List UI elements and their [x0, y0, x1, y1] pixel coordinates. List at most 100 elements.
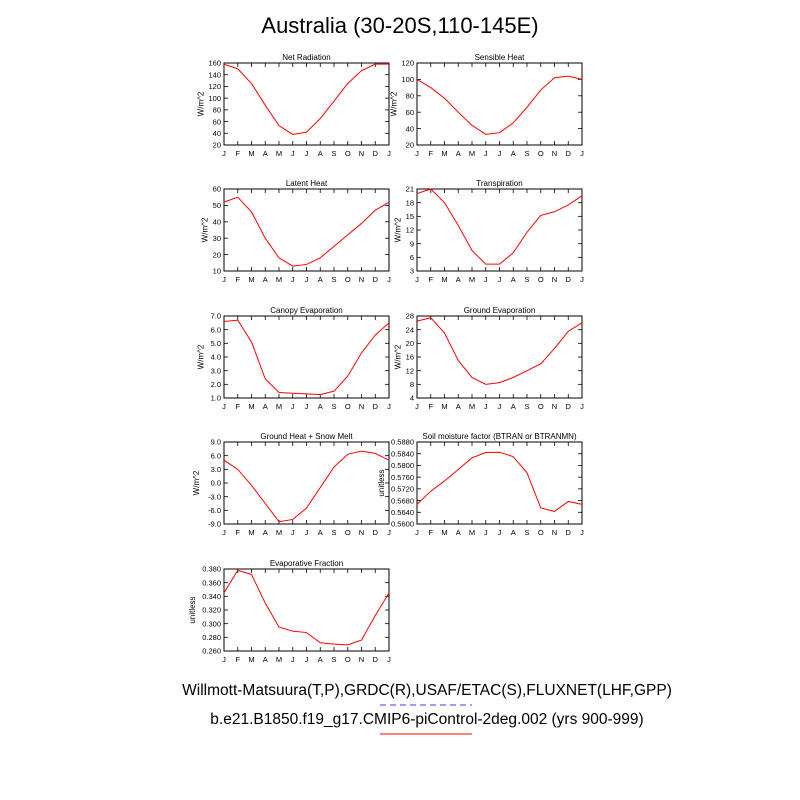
x-tick-label: M [248, 275, 254, 284]
y-axis-label: W/m^2 [196, 344, 205, 369]
series-line [223, 569, 390, 646]
x-tick-label: A [456, 275, 461, 284]
y-tick-label: 60 [406, 108, 414, 117]
y-tick-label: 8 [410, 380, 414, 389]
x-tick-label: J [580, 275, 584, 284]
y-tick-label: 16 [406, 353, 414, 362]
y-tick-label: 40 [406, 124, 414, 133]
panel-title: Net Radiation [282, 53, 330, 62]
y-tick-label: 0.380 [202, 565, 221, 574]
plot-frame [223, 441, 390, 525]
panel-title: Sensible Heat [475, 53, 526, 62]
y-tick-label: -3.0 [208, 492, 221, 501]
x-tick-label: O [538, 149, 544, 158]
y-tick-label: 100 [401, 75, 414, 84]
panel-title: Soil moisture factor (BTRAN or BTRANMN) [422, 432, 577, 441]
x-tick-label: A [263, 149, 268, 158]
y-tick-label: -9.0 [208, 520, 221, 529]
y-tick-label: -6.0 [208, 506, 221, 515]
x-tick-label: J [387, 655, 391, 664]
x-tick-label: J [484, 528, 488, 537]
y-tick-label: 0.280 [202, 633, 221, 642]
x-tick-label: M [441, 149, 447, 158]
x-tick-label: M [248, 402, 254, 411]
y-tick-label: 0.320 [202, 606, 221, 615]
x-tick-label: A [456, 149, 461, 158]
y-tick-label: 0.5640 [391, 508, 414, 517]
x-tick-label: J [580, 402, 584, 411]
x-tick-label: J [305, 655, 309, 664]
x-tick-label: M [441, 528, 447, 537]
y-tick-label: 20 [406, 339, 414, 348]
plot-frame [223, 315, 390, 399]
y-tick-label: 6 [410, 253, 414, 262]
x-tick-label: N [359, 149, 364, 158]
x-tick-label: A [511, 149, 516, 158]
x-tick-label: J [222, 149, 226, 158]
x-tick-label: N [359, 528, 364, 537]
x-tick-label: A [456, 528, 461, 537]
x-tick-label: N [552, 275, 557, 284]
x-tick-label: S [331, 402, 336, 411]
x-tick-label: S [331, 149, 336, 158]
y-tick-label: 3 [410, 267, 414, 276]
x-tick-label: S [524, 402, 529, 411]
x-tick-label: M [469, 275, 475, 284]
y-tick-label: 6.0 [211, 325, 221, 334]
x-tick-label: J [387, 402, 391, 411]
x-tick-label: S [524, 528, 529, 537]
x-tick-label: O [345, 655, 351, 664]
y-tick-label: 2.0 [211, 380, 221, 389]
x-tick-label: M [276, 528, 282, 537]
y-axis-label: W/m^2 [394, 344, 403, 369]
y-tick-label: 12 [406, 226, 414, 235]
series-line [223, 319, 390, 396]
x-tick-label: A [263, 402, 268, 411]
x-tick-label: F [235, 402, 240, 411]
x-tick-label: O [345, 275, 351, 284]
panel-title: Evaporative Fraction [270, 559, 343, 568]
y-tick-label: 4 [410, 394, 414, 403]
x-tick-label: J [484, 275, 488, 284]
y-axis-label: W/m^2 [192, 470, 201, 495]
y-tick-label: 10 [213, 267, 221, 276]
y-axis-label: W/m^2 [201, 217, 210, 242]
x-tick-label: F [428, 275, 433, 284]
y-tick-label: 30 [213, 234, 221, 243]
y-axis-label: W/m^2 [196, 91, 205, 116]
x-tick-label: D [373, 402, 379, 411]
x-tick-label: S [331, 655, 336, 664]
panel-title: Canopy Evaporation [270, 306, 343, 315]
x-tick-label: M [276, 655, 282, 664]
y-tick-label: 6.0 [211, 451, 221, 460]
x-tick-label: J [305, 402, 309, 411]
y-tick-label: 0.5840 [391, 449, 414, 458]
y-tick-label: 5.0 [211, 339, 221, 348]
series-line [416, 75, 583, 135]
y-tick-label: 80 [406, 92, 414, 101]
x-tick-label: D [373, 528, 379, 537]
x-tick-label: J [498, 275, 502, 284]
plot-frame [223, 568, 390, 652]
x-tick-label: S [524, 149, 529, 158]
x-tick-label: J [305, 275, 309, 284]
x-tick-label: F [235, 528, 240, 537]
x-tick-label: S [331, 275, 336, 284]
x-tick-label: J [291, 149, 295, 158]
x-tick-label: A [318, 528, 323, 537]
x-tick-label: O [345, 402, 351, 411]
x-tick-label: M [248, 655, 254, 664]
panel-title: Ground Heat + Snow Melt [260, 432, 353, 441]
plot-frame [223, 62, 390, 146]
x-tick-label: A [456, 402, 461, 411]
x-tick-label: F [235, 655, 240, 664]
y-axis-label: W/m^2 [394, 217, 403, 242]
y-tick-label: 20 [213, 250, 221, 259]
x-tick-label: A [263, 528, 268, 537]
series-line [416, 451, 583, 512]
x-tick-label: J [415, 402, 419, 411]
y-tick-label: 100 [208, 94, 221, 103]
